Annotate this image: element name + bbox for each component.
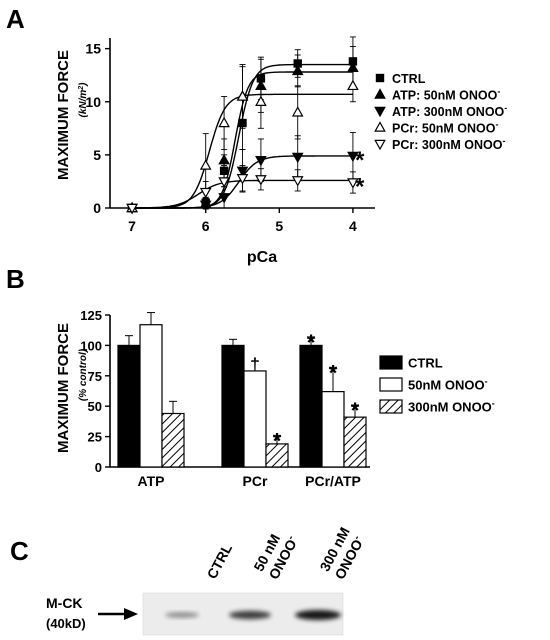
panel-a-legend-label: ATP: 300nM ONOO- bbox=[392, 103, 507, 119]
panel-a-xtick-label: 4 bbox=[349, 218, 357, 234]
panel-a-letter: A bbox=[6, 4, 25, 34]
panel-a-ytick-label: 5 bbox=[93, 147, 101, 163]
panel-a-point bbox=[199, 159, 212, 170]
panel-b-ylabel: MAXIMUM FORCE bbox=[55, 323, 72, 453]
panel-a-legend-marker bbox=[374, 106, 386, 118]
panel-b-category-label: PCr bbox=[243, 473, 268, 489]
panel-a-point bbox=[291, 64, 304, 76]
panel-a-point bbox=[236, 90, 249, 101]
panel-b-bar bbox=[321, 391, 345, 468]
panel-b-ytick-label: 50 bbox=[88, 399, 102, 414]
panel-a-point bbox=[293, 59, 302, 68]
panel-a-significance-star: * bbox=[355, 147, 365, 174]
panel-a-point bbox=[218, 153, 230, 165]
blot-band bbox=[229, 610, 271, 620]
panel-a-point bbox=[291, 152, 304, 164]
panel-a-point bbox=[218, 116, 230, 128]
panel-a-legend-marker bbox=[375, 73, 385, 83]
panel-a-chart: MAXIMUM FORCE (kN/m2) pCa 0 5 10 15 7 6 5 4 ** CT… bbox=[55, 36, 507, 266]
panel-a-significance-star: * bbox=[355, 174, 365, 201]
blot-band bbox=[295, 610, 341, 620]
blot-mw-label: (40kD) bbox=[46, 616, 86, 631]
panel-b-category-label: PCr/ATP bbox=[305, 473, 361, 489]
panel-a-point bbox=[218, 177, 230, 188]
blot-arrow-head bbox=[124, 608, 138, 620]
panel-b-legend-label: 50nM ONOO- bbox=[408, 377, 488, 393]
blot-lane-label: 300 nMONOO- bbox=[316, 524, 367, 581]
panel-a-legend-marker bbox=[374, 88, 386, 99]
panel-a-point bbox=[255, 95, 267, 106]
blot-band bbox=[165, 612, 199, 618]
panel-a-ytick-label: 10 bbox=[85, 94, 101, 110]
panel-a-legend-marker bbox=[374, 139, 386, 151]
panel-b-bar bbox=[221, 344, 245, 468]
panel-b-bar bbox=[161, 412, 185, 468]
panel-a-legend-marker bbox=[374, 121, 386, 132]
panel-b-category-label: ATP bbox=[138, 473, 165, 489]
panel-a-point bbox=[291, 106, 304, 117]
panel-b-significance-mark: * bbox=[273, 428, 282, 453]
panel-a-legend-label: CTRL bbox=[392, 72, 426, 86]
panel-b-bar bbox=[117, 344, 141, 468]
panel-a-point bbox=[347, 79, 359, 91]
panel-b-ylabel-unit: (% control) bbox=[78, 348, 89, 401]
panel-b-bar bbox=[243, 370, 267, 468]
panel-b-significance-mark: † bbox=[251, 356, 260, 373]
panel-a-xtick-label: 6 bbox=[202, 218, 210, 234]
panel-a-point bbox=[291, 176, 304, 187]
panel-b-letter: B bbox=[6, 264, 25, 294]
panel-b-significance-mark: * bbox=[307, 330, 316, 355]
panel-a-point bbox=[236, 174, 249, 185]
blot-protein-label: M-CK bbox=[46, 595, 83, 611]
panel-b-legend-swatch bbox=[379, 355, 403, 370]
panel-b-legend-label: CTRL bbox=[408, 356, 443, 371]
panel-a-legend-label: PCr: 300nM ONOO- bbox=[392, 136, 505, 152]
panel-a-xtick-label: 5 bbox=[275, 218, 283, 234]
panel-b-chart: MAXIMUM FORCE (% control) 0 25 50 75 100 125 A… bbox=[55, 308, 495, 489]
panel-a-point bbox=[199, 200, 212, 212]
panel-b-legend-label: 300nM ONOO- bbox=[408, 399, 495, 415]
panel-b-legend-swatch bbox=[379, 399, 403, 414]
panel-b-significance-mark: * bbox=[351, 398, 360, 423]
panel-a-point bbox=[347, 61, 359, 72]
panel-a-ylabel-unit: (kN/m2) bbox=[78, 82, 90, 118]
western-blot: M-CK (40kD) CTRL 50 nMONOO- 300 nMONOO- bbox=[46, 524, 367, 636]
panel-a-point bbox=[255, 79, 267, 91]
panel-b-significance-mark: * bbox=[329, 360, 338, 385]
panel-b-legend-swatch bbox=[379, 377, 403, 392]
panel-b-bar bbox=[343, 416, 367, 468]
panel-b-ytick-label: 75 bbox=[88, 369, 102, 384]
panel-a-point bbox=[219, 166, 229, 176]
panel-a-ytick-label: 15 bbox=[85, 41, 101, 57]
panel-a-point bbox=[126, 203, 138, 215]
panel-a-point bbox=[255, 175, 267, 186]
panel-a-xtick-label: 7 bbox=[128, 218, 136, 234]
panel-a-point bbox=[238, 118, 247, 128]
panel-a-point bbox=[218, 193, 230, 204]
panel-a-legend-label: PCr: 50nM ONOO- bbox=[392, 120, 499, 136]
panel-a-ytick-label: 0 bbox=[93, 200, 101, 216]
panel-a-legend-label: ATP: 50nM ONOO- bbox=[392, 87, 500, 103]
panel-a-ylabel: MAXIMUM FORCE bbox=[55, 50, 72, 180]
panel-a-point bbox=[256, 74, 266, 83]
panel-b-ytick-label: 25 bbox=[88, 430, 102, 445]
panel-b-ytick-label: 125 bbox=[80, 308, 102, 323]
panel-c-letter: C bbox=[10, 536, 29, 566]
panel-a-point bbox=[199, 187, 212, 199]
blot-lane-label: 50 nMONOO- bbox=[250, 526, 301, 582]
panel-a-xlabel: pCa bbox=[247, 249, 277, 266]
blot-lane-label: CTRL bbox=[204, 541, 236, 582]
panel-b-ytick-label: 0 bbox=[95, 460, 102, 475]
panel-a-point bbox=[347, 151, 359, 163]
panel-b-bar bbox=[299, 344, 323, 468]
panel-a-point bbox=[347, 178, 359, 189]
panel-a-point bbox=[348, 57, 358, 66]
panel-b-ytick-label: 100 bbox=[80, 338, 102, 353]
panel-a-point bbox=[255, 155, 267, 167]
panel-a-point bbox=[236, 166, 249, 178]
panel-b-bar bbox=[139, 324, 163, 468]
